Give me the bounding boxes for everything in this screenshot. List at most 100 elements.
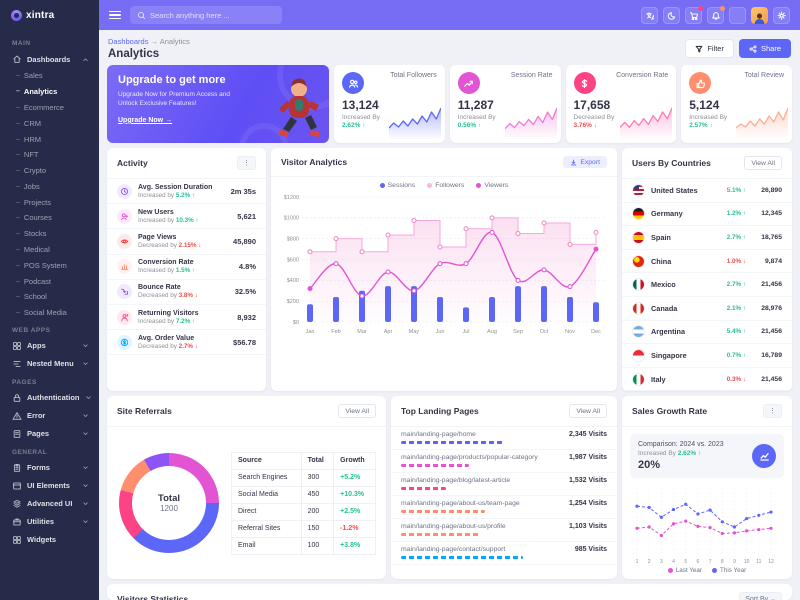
chevron-down-icon [82, 464, 89, 471]
sidebar-item-projects[interactable]: – Projects [16, 197, 51, 207]
bell-icon[interactable] [707, 5, 725, 24]
legend-item-sessions[interactable]: Sessions [379, 182, 415, 189]
cart-icon[interactable] [685, 5, 703, 24]
legend-item-viewers[interactable]: Viewers [476, 182, 508, 189]
pages-icon [12, 429, 22, 439]
moon-icon[interactable] [663, 6, 680, 24]
landing-page-path[interactable]: main/landing-page/home [401, 431, 476, 439]
ca-flag-icon [632, 301, 645, 315]
sidebar-item-nested-menu[interactable]: Nested Menu [0, 355, 99, 373]
fullscreen-icon[interactable] [729, 6, 746, 24]
activity-item-value: 2m 35s [230, 186, 256, 196]
sort-by-button[interactable]: Sort By ⌄ [739, 592, 782, 600]
followers-icon [342, 72, 364, 94]
sidebar-item-crm[interactable]: – CRM [16, 118, 41, 128]
activity-menu-button[interactable]: ⋮ [237, 156, 256, 170]
sidebar-item-courses[interactable]: – Courses [16, 213, 52, 223]
sidebar-item-podcast[interactable]: – Podcast [16, 276, 52, 286]
translate-icon[interactable] [641, 6, 658, 24]
country-row-mx: Mexico 2.7% ↑ 21,456 [622, 273, 792, 297]
mx-flag-icon [632, 278, 645, 292]
sidebar-item-error[interactable]: Error [0, 407, 99, 425]
sidebar-item-apps[interactable]: Apps [0, 337, 99, 355]
sidebar-item-medical[interactable]: – Medical [16, 244, 50, 254]
gear-icon[interactable] [773, 6, 790, 24]
sidebar-item-widgets[interactable]: Widgets [0, 531, 99, 549]
landing-page-path[interactable]: main/landing-page/about-us/profile [401, 523, 506, 531]
visitor-analytics-panel: Visitor Analytics Export Sessions Followe… [271, 148, 617, 392]
country-change: 2.1% ↑ [726, 304, 746, 312]
sidebar-item-sales[interactable]: – Sales [16, 71, 43, 81]
countries-view-all-button[interactable]: View All [744, 156, 782, 170]
landing-page-visits: 1,532 Visits [568, 477, 607, 485]
sidebar-item-analytics[interactable]: – Analytics [16, 87, 58, 97]
landing-page-path[interactable]: main/landing-page/about-us/team-page [401, 500, 520, 508]
referral-growth: +2.5% [333, 502, 376, 521]
referrals-table: Source Total Growth Search Engines 300 +5.2% S… [231, 451, 376, 555]
sidebar-item-crypto[interactable]: – Crypto [16, 166, 46, 176]
country-row-ca: Canada 2.1% ↑ 28,976 [622, 297, 792, 321]
landing-page-path[interactable]: main/landing-page/contact/support [401, 546, 506, 554]
upgrade-banner: Upgrade to get more Upgrade Now for Prem… [107, 65, 329, 143]
landing-view-all-button[interactable]: View All [569, 404, 607, 419]
sidebar-item-social-media[interactable]: – Social Media [16, 308, 67, 318]
export-button[interactable]: Export [563, 156, 607, 168]
sidebar-item-hrm[interactable]: – HRM [16, 134, 41, 144]
landing-page-row: main/landing-page/contact/support 985 Vis… [391, 542, 617, 566]
sidebar-item-nft[interactable]: – NFT [16, 150, 39, 160]
legend-item-this-year[interactable]: This Year [712, 567, 746, 574]
stat-card-sparkline [736, 104, 788, 140]
upgrade-now-link[interactable]: Upgrade Now → [118, 116, 173, 124]
sidebar-item-pos-system[interactable]: – POS System [16, 260, 67, 270]
sidebar-item-pages[interactable]: Pages [0, 425, 99, 443]
svg-text:$1200: $1200 [284, 195, 299, 201]
share-button[interactable]: Share [738, 39, 791, 58]
growth-comparison: Comparison: 2024 vs. 2023 [638, 441, 724, 449]
chevron-down-icon [82, 412, 89, 419]
country-value: 21,456 [761, 328, 782, 336]
avatar[interactable] [751, 6, 768, 24]
country-change: 2.7% ↑ [726, 233, 746, 241]
growth-chart-button[interactable] [752, 444, 776, 469]
main-column: Search anything here ... Dashboards → An… [99, 0, 800, 600]
landing-page-path[interactable]: main/landing-page/products/popular-categ… [401, 454, 538, 462]
breadcrumb-dashboards[interactable]: Dashboards [108, 37, 149, 46]
visitor-analytics-chart: $0 $200 $400 $600 $800 $1000 $1200 Jan Feb Mar Apr… [271, 189, 617, 391]
banner-title: Upgrade to get more [118, 74, 226, 86]
export-icon [570, 159, 577, 166]
legend-item-followers[interactable]: Followers [427, 182, 464, 189]
activity-item-label: Avg. Session Duration [138, 183, 213, 191]
stat-card-sparkline [504, 104, 557, 140]
sidebar-section-label: WEB APPS [12, 326, 51, 334]
filter-button[interactable]: Filter [685, 39, 734, 58]
sidebar-item-jobs[interactable]: – Jobs [16, 181, 40, 191]
sidebar-item-ecommerce[interactable]: – Ecommerce [16, 102, 64, 112]
landing-page-path[interactable]: main/landing-page/blog/latest-article [401, 477, 511, 485]
brand-logo[interactable]: xintra [0, 0, 99, 30]
referrals-view-all-button[interactable]: View All [338, 404, 376, 419]
filter-icon [695, 45, 703, 53]
sales-growth-menu-button[interactable]: ⋮ [763, 404, 782, 419]
sidebar-item-school[interactable]: – School [16, 292, 47, 302]
sidebar-item-stocks[interactable]: – Stocks [16, 229, 47, 239]
sidebar-item-ui-elements[interactable]: UI Elements [0, 477, 99, 495]
landing-pages-list: main/landing-page/home 2,345 Visits main/l… [391, 427, 617, 579]
svg-text:$0: $0 [293, 320, 299, 326]
svg-text:6: 6 [697, 559, 700, 565]
de-flag-icon [632, 207, 645, 221]
landing-page-bar [401, 510, 486, 514]
sales-growth-panel: Sales Growth Rate ⋮ Comparison: 2024 vs.… [622, 396, 792, 580]
sidebar-item-advanced-ui[interactable]: Advanced UI [0, 495, 99, 513]
sidebar-item-forms[interactable]: Forms [0, 459, 99, 477]
activity-item-label: New Users [138, 208, 174, 216]
hamburger-menu-icon[interactable] [109, 9, 121, 22]
sidebar-item-dashboards[interactable]: Dashboards [0, 50, 99, 68]
sidebar-item-utilities[interactable]: Utilities [0, 513, 99, 531]
authentication-icon [12, 393, 22, 403]
legend-item-last-year[interactable]: Last Year [667, 567, 702, 574]
search-input[interactable]: Search anything here ... [130, 6, 282, 24]
utilities-icon [12, 517, 22, 527]
sidebar-item-authentication[interactable]: Authentication [0, 389, 99, 407]
thumbs-up-icon [689, 72, 712, 94]
country-change: 5.1% ↑ [726, 186, 746, 194]
